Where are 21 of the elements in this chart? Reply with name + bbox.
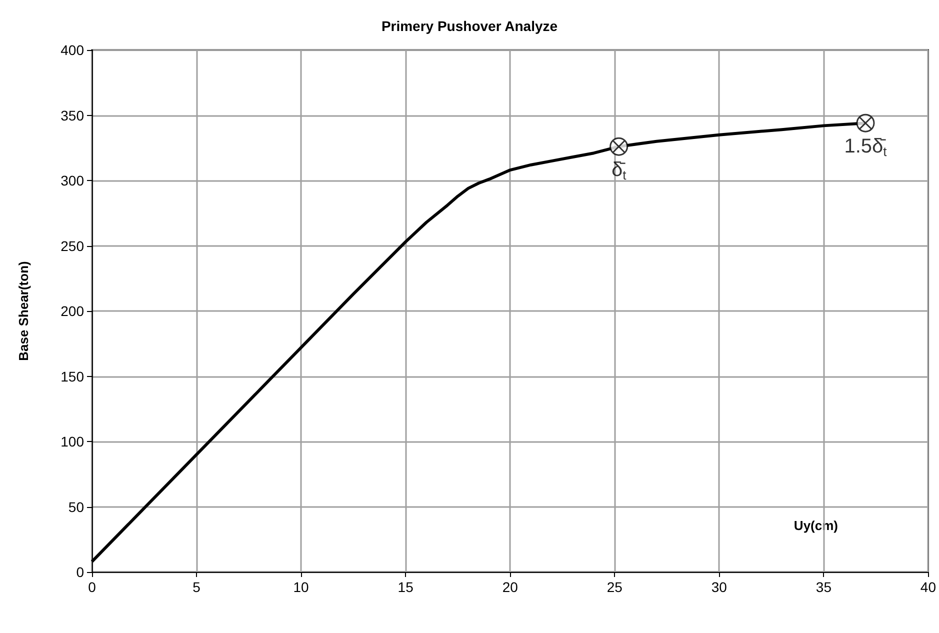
x-tick-label: 35 (816, 579, 832, 595)
x-tick-label: 30 (711, 579, 728, 595)
x-tick-label: 15 (398, 579, 414, 595)
y-tick-label: 300 (60, 172, 84, 188)
y-tick-label: 350 (60, 107, 84, 124)
y-tick-label: 250 (60, 238, 84, 254)
chart-title: Primery Pushover Analyze (381, 18, 558, 34)
y-axis-title: Base Shear(ton) (16, 261, 31, 361)
y-tick-label: 0 (76, 564, 84, 580)
x-tick-label: 20 (502, 579, 518, 595)
y-tick-label: 100 (60, 434, 84, 450)
y-tick-label: 400 (60, 42, 84, 58)
x-axis-title: Uy(cm) (794, 518, 838, 533)
x-tick-label: 10 (293, 579, 310, 595)
y-tick-label: 150 (60, 368, 84, 384)
x-tick-label: 5 (192, 579, 201, 595)
x-tick-label: 0 (88, 579, 96, 595)
y-tick-label: 50 (68, 498, 84, 515)
x-tick-label: 25 (606, 579, 623, 595)
x-tick-label: 40 (920, 579, 936, 595)
y-tick-label: 200 (60, 303, 84, 319)
